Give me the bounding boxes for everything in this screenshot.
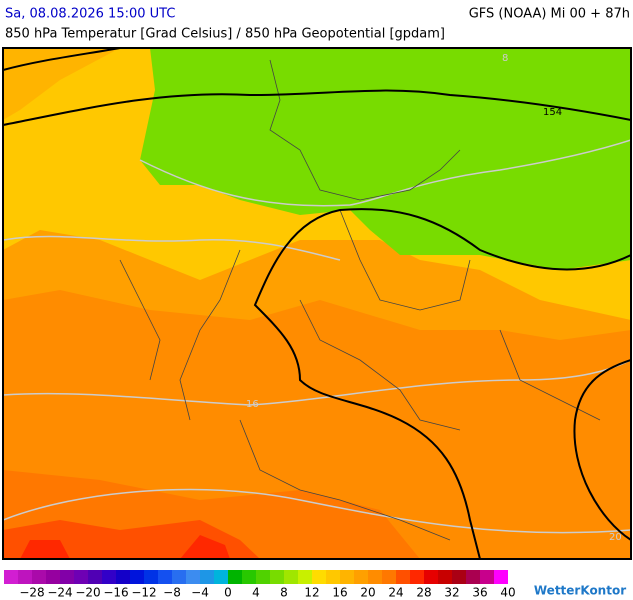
map-label: 16 [246,399,259,410]
map-label: 8 [502,53,508,64]
legend-label: −20 [75,586,100,600]
legend-swatch [228,570,242,584]
legend-swatch [116,570,130,584]
legend-swatch [438,570,452,584]
legend-swatch [410,570,424,584]
legend-label: 24 [388,586,403,600]
legend-label: −8 [163,586,181,600]
temp-area [3,48,120,120]
legend-label: 16 [332,586,347,600]
legend-label: 4 [252,586,260,600]
temp-area [3,290,631,559]
legend-swatch [158,570,172,584]
legend-swatch [200,570,214,584]
legend-swatch [284,570,298,584]
legend-label: 40 [500,586,515,600]
legend-swatch [298,570,312,584]
legend-swatch [144,570,158,584]
legend-swatch [74,570,88,584]
legend-swatch [4,570,18,584]
map: 8 154 16 20 [2,47,632,560]
legend-swatch [270,570,284,584]
legend-label: −4 [191,586,209,600]
legend-label: 0 [224,586,232,600]
legend-label: 32 [444,586,459,600]
legend: −28 −24 −20 −16 −12 −8 −4 0 4 8 12 16 20 24 28 32 36 40 [4,570,516,600]
legend-label: 8 [280,586,288,600]
map-label: 20 [609,532,622,543]
temp-area [20,535,230,559]
legend-swatch [424,570,438,584]
legend-swatch [256,570,270,584]
legend-swatch [326,570,340,584]
legend-label: −24 [47,586,72,600]
legend-swatch [368,570,382,584]
legend-swatch [354,570,368,584]
legend-swatch [88,570,102,584]
legend-label: −16 [103,586,128,600]
legend-label: 36 [472,586,487,600]
legend-swatch [60,570,74,584]
legend-swatch [312,570,326,584]
legend-swatch [494,570,508,584]
legend-swatch [46,570,60,584]
legend-swatch [396,570,410,584]
legend-swatch [18,570,32,584]
legend-swatch [452,570,466,584]
legend-swatch [130,570,144,584]
legend-swatch [32,570,46,584]
legend-label: 12 [304,586,319,600]
legend-label: 20 [360,586,375,600]
legend-swatch [480,570,494,584]
legend-swatch [340,570,354,584]
legend-label: −28 [19,586,44,600]
legend-label: 28 [416,586,431,600]
legend-swatch [466,570,480,584]
datetime: Sa, 08.08.2026 15:00 UTC [5,7,175,22]
legend-swatch [242,570,256,584]
legend-swatch [214,570,228,584]
brand: WetterKontor [534,584,626,598]
legend-label: −12 [131,586,156,600]
legend-swatch [186,570,200,584]
map-label: 154 [543,107,562,118]
model: GFS (NOAA) Mi 00 + 87h [469,7,630,22]
subtitle: 850 hPa Temperatur [Grad Celsius] / 850 … [5,27,445,42]
legend-swatch [382,570,396,584]
temp-area [140,48,631,270]
legend-swatch [102,570,116,584]
legend-swatch [172,570,186,584]
